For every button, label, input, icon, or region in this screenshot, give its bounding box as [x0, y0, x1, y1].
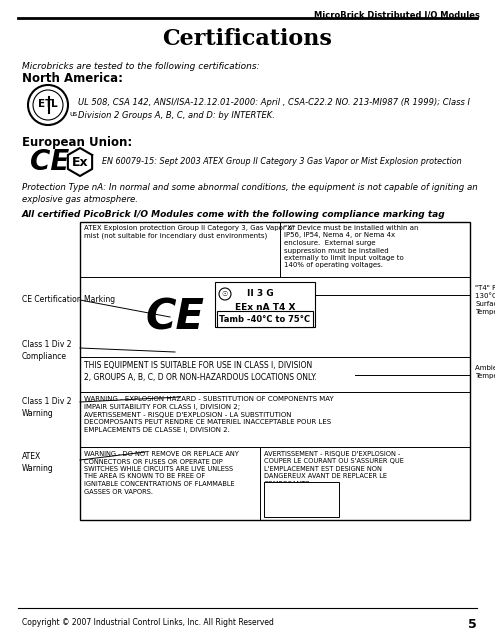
Circle shape — [33, 90, 63, 120]
Text: Tamb -40°C to 75°C: Tamb -40°C to 75°C — [219, 314, 310, 323]
Text: Protection Type nA: In normal and some abnormal conditions, the equipment is not: Protection Type nA: In normal and some a… — [22, 183, 478, 204]
Text: Certifications: Certifications — [162, 28, 332, 50]
Text: THIS EQUIPMENT IS SUITABLE FOR USE IN CLASS I, DIVISION
2, GROUPS A, B, C, D OR : THIS EQUIPMENT IS SUITABLE FOR USE IN CL… — [84, 361, 317, 382]
Text: ET: ET — [38, 99, 52, 109]
Text: ATEX Explosion protection Group II Category 3, Gas Vapor or
mist (not suitable f: ATEX Explosion protection Group II Categ… — [84, 225, 295, 239]
Text: EEx nA T4 X: EEx nA T4 X — [235, 303, 295, 312]
Text: Copyright © 2007 Industrial Control Links, Inc. All Right Reserved: Copyright © 2007 Industrial Control Link… — [22, 618, 274, 627]
Text: 5: 5 — [468, 618, 477, 631]
Text: Class 1 Div 2
Warning: Class 1 Div 2 Warning — [22, 397, 71, 418]
Text: us: us — [69, 111, 77, 117]
Text: Ex: Ex — [72, 156, 88, 168]
Circle shape — [219, 288, 231, 300]
Text: "T4" Rating to
130°C Maximum
Surface
Temperature: "T4" Rating to 130°C Maximum Surface Tem… — [475, 285, 495, 315]
Text: ATEX
Warning: ATEX Warning — [22, 452, 54, 473]
Text: Ambient Operating
Temperature: Ambient Operating Temperature — [475, 365, 495, 379]
Bar — [217, 311, 313, 327]
Polygon shape — [68, 148, 92, 176]
Text: MicroBrick Distributed I/O Modules: MicroBrick Distributed I/O Modules — [314, 10, 480, 19]
Text: WARNING - DO NOT REMOVE OR REPLACE ANY
CONNECTORS OR FUSES OR OPERATE DIP
SWITCH: WARNING - DO NOT REMOVE OR REPLACE ANY C… — [84, 451, 239, 495]
Bar — [215, 282, 315, 327]
Bar — [80, 222, 470, 520]
Bar — [264, 482, 339, 517]
Circle shape — [28, 85, 68, 125]
Text: CE: CE — [146, 296, 204, 338]
Text: II 3 G: II 3 G — [247, 289, 273, 298]
Text: ☉: ☉ — [222, 291, 228, 297]
Text: UL 508, CSA 142, ANSI/ISA-12.12.01-2000: April , CSA-C22.2 NO. 213-MI987 (R 1999: UL 508, CSA 142, ANSI/ISA-12.12.01-2000:… — [78, 98, 470, 120]
Text: CE: CE — [30, 148, 69, 176]
Text: AVERTISSEMENT - RISQUE D'EXPLOSION -
COUPER LE COURANT OU S'ASSURER QUE
L'EMPLAC: AVERTISSEMENT - RISQUE D'EXPLOSION - COU… — [264, 451, 404, 487]
Text: EN 60079-15: Sept 2003 ATEX Group II Category 3 Gas Vapor or Mist Explosion prot: EN 60079-15: Sept 2003 ATEX Group II Cat… — [102, 157, 462, 166]
Text: All certified PicoBrick I/O Modules come with the following compliance marking t: All certified PicoBrick I/O Modules come… — [22, 210, 446, 219]
Text: CE Certification Marking: CE Certification Marking — [22, 295, 115, 304]
Text: Microbricks are tested to the following certifications:: Microbricks are tested to the following … — [22, 62, 259, 71]
Text: WARNING - EXPLOSION HAZARD - SUBSTITUTION OF COMPONENTS MAY
IMPAIR SUITABILITY F: WARNING - EXPLOSION HAZARD - SUBSTITUTIO… — [84, 396, 334, 433]
Text: North America:: North America: — [22, 72, 123, 85]
Text: Class 1 Div 2
Compliance: Class 1 Div 2 Compliance — [22, 340, 71, 361]
Text: European Union:: European Union: — [22, 136, 132, 149]
Text: "X" Device must be installed within an
IP56, IP54, Nema 4, or Nema 4x
enclosure.: "X" Device must be installed within an I… — [284, 225, 418, 269]
Text: L: L — [50, 99, 57, 109]
